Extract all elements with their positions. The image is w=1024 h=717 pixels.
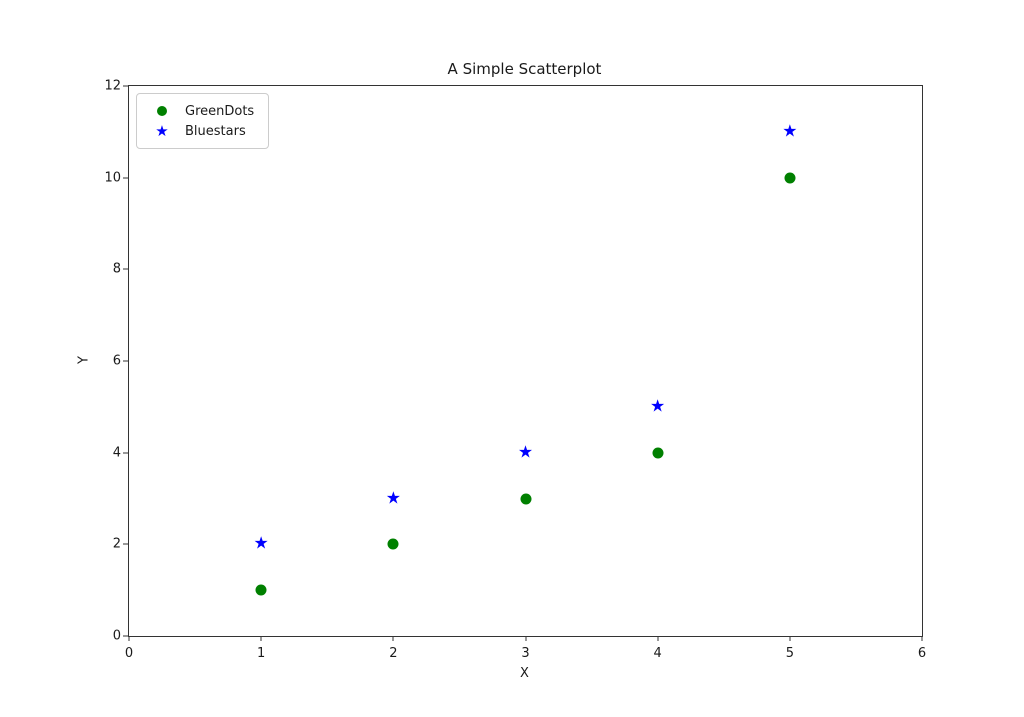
- x-tick-label: 4: [653, 646, 662, 661]
- legend-item-bluestars: ★ Bluestars: [145, 121, 254, 141]
- x-tick-label: 3: [521, 646, 530, 661]
- y-tick-label: 12: [104, 78, 121, 94]
- y-axis-label: Y: [76, 356, 92, 364]
- y-tick-mark: [123, 85, 128, 87]
- legend-item-greendots: GreenDots: [145, 101, 254, 121]
- y-tick-label: 0: [112, 628, 121, 644]
- x-tick-label: 5: [785, 646, 794, 661]
- scatter-point-greendots: [520, 493, 531, 504]
- chart-title: A Simple Scatterplot: [447, 60, 602, 78]
- y-tick-mark: [123, 268, 128, 270]
- y-tick-mark: [123, 360, 128, 362]
- x-tick-label: 2: [389, 646, 398, 661]
- x-tick-mark: [921, 636, 923, 641]
- y-tick-label: 10: [104, 170, 121, 186]
- x-tick-mark: [260, 636, 262, 641]
- scatter-point-bluestars: ★: [517, 442, 534, 463]
- x-tick-label: 0: [124, 646, 134, 661]
- y-tick-label: 4: [112, 445, 121, 461]
- scatter-point-bluestars: ★: [650, 396, 666, 417]
- x-tick-mark: [525, 636, 526, 641]
- x-tick-label: 6: [917, 646, 927, 661]
- legend-label-bluestars: Bluestars: [185, 123, 246, 139]
- y-tick-mark: [123, 452, 128, 454]
- scatter-point-bluestars: ★: [782, 121, 798, 142]
- x-tick-mark: [392, 636, 394, 641]
- legend: GreenDots ★ Bluestars: [136, 93, 270, 149]
- plot-area: GreenDots ★ Bluestars 0 1 2 3 4 5 6 0 2 4 6 8 10 12 ★ ★…: [104, 79, 926, 662]
- y-tick-label: 2: [112, 536, 121, 552]
- y-tick-label: 6: [112, 353, 121, 369]
- y-tick-mark: [123, 635, 128, 637]
- scatter-point-bluestars: ★: [385, 488, 401, 508]
- green-dot-icon: [157, 106, 167, 116]
- y-tick-mark: [123, 177, 128, 179]
- y-tick-label: 8: [112, 261, 121, 277]
- y-tick-mark: [123, 543, 128, 545]
- x-tick-label: 1: [257, 646, 266, 661]
- legend-label-greendots: GreenDots: [185, 103, 255, 119]
- scatter-point-bluestars: ★: [253, 533, 269, 554]
- scatter-point-greendots: [255, 584, 267, 596]
- x-tick-mark: [789, 636, 791, 641]
- scatter-point-greendots: [387, 538, 399, 550]
- x-axis-label: X: [520, 666, 529, 681]
- x-tick-mark: [657, 636, 659, 641]
- scatter-point-greendots: [652, 447, 664, 459]
- scatter-point-greendots: [784, 172, 796, 184]
- x-tick-mark: [128, 636, 130, 641]
- blue-star-icon: ★: [155, 121, 169, 140]
